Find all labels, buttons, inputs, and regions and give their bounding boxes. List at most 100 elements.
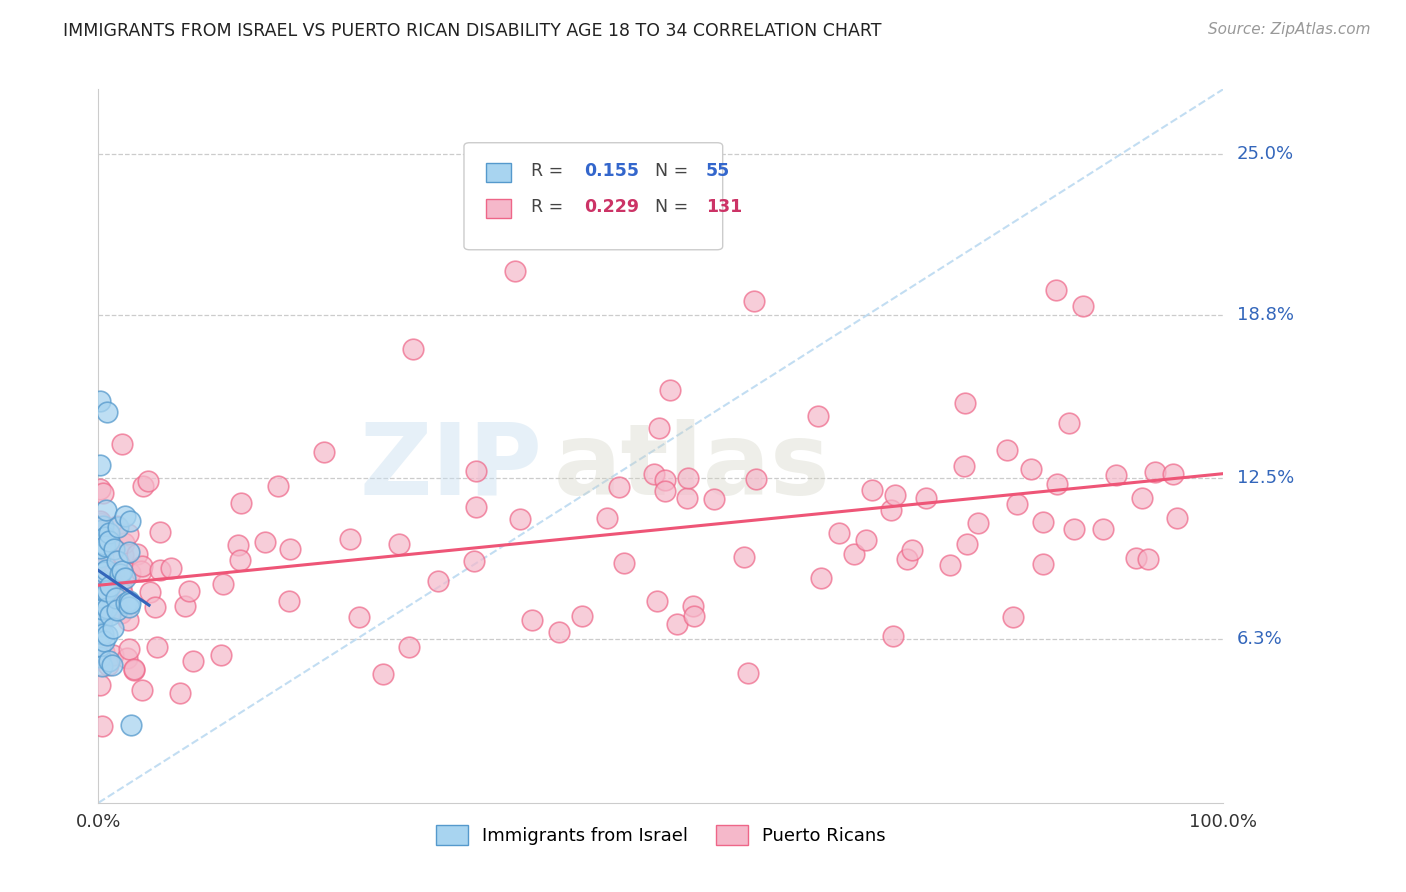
Point [97, 657, 120, 672]
Point [1046, 477, 1069, 491]
Point [108, 567, 131, 582]
Point [1137, 552, 1160, 566]
Point [93, 584, 115, 599]
Point [90, 613, 112, 627]
Point [105, 602, 128, 616]
Point [89, 458, 111, 473]
Point [1125, 551, 1147, 566]
Point [120, 566, 142, 581]
Point [807, 409, 830, 423]
Point [122, 662, 145, 676]
Point [110, 564, 132, 578]
Point [1059, 416, 1081, 430]
Point [1019, 461, 1042, 475]
Point [110, 437, 132, 451]
Point [111, 548, 134, 562]
Point [117, 613, 139, 627]
Point [118, 593, 141, 607]
Point [1005, 497, 1028, 511]
Point [398, 640, 420, 654]
Point [1032, 515, 1054, 529]
Point [744, 473, 766, 487]
Text: 18.8%: 18.8% [1237, 306, 1294, 324]
Point [146, 640, 169, 654]
Text: 0.155: 0.155 [585, 162, 640, 180]
Point [89, 550, 111, 565]
FancyBboxPatch shape [486, 163, 512, 182]
Point [901, 543, 924, 558]
Point [111, 586, 134, 600]
Point [181, 654, 204, 668]
Point [648, 421, 671, 435]
Point [96, 583, 118, 598]
Text: R =: R = [531, 198, 569, 216]
Text: N =: N = [655, 198, 695, 216]
FancyBboxPatch shape [464, 143, 723, 250]
Point [169, 686, 191, 700]
Point [1166, 511, 1188, 525]
Point [103, 566, 125, 581]
Point [149, 524, 172, 539]
Point [879, 503, 901, 517]
FancyBboxPatch shape [486, 199, 512, 218]
Point [339, 532, 361, 546]
Point [89, 524, 111, 538]
Point [96, 405, 118, 419]
Point [89, 541, 111, 556]
Point [89, 516, 111, 530]
Point [115, 651, 138, 665]
Point [118, 514, 141, 528]
Point [89, 678, 111, 692]
Point [209, 648, 232, 662]
Point [371, 667, 394, 681]
Point [97, 654, 120, 668]
Point [100, 599, 122, 614]
Point [314, 445, 336, 459]
Point [89, 574, 111, 588]
Point [810, 571, 832, 585]
Point [678, 471, 700, 485]
Point [132, 479, 155, 493]
Point [93, 634, 115, 648]
Point [676, 491, 699, 506]
Point [101, 658, 124, 673]
Point [100, 608, 122, 623]
Point [160, 561, 183, 575]
Text: Source: ZipAtlas.com: Source: ZipAtlas.com [1208, 22, 1371, 37]
Point [90, 610, 112, 624]
Point [96, 563, 118, 577]
Point [105, 591, 128, 606]
Point [882, 629, 904, 643]
Point [995, 442, 1018, 457]
Text: 25.0%: 25.0% [1237, 145, 1295, 163]
Point [98, 579, 121, 593]
Point [131, 559, 153, 574]
Point [1071, 299, 1094, 313]
Point [855, 533, 877, 548]
Point [211, 577, 233, 591]
Point [90, 591, 112, 606]
Point [956, 536, 979, 550]
Point [654, 473, 676, 487]
Point [682, 599, 704, 613]
Point [613, 556, 636, 570]
Point [1163, 467, 1185, 482]
Point [114, 597, 136, 611]
Point [682, 608, 704, 623]
Point [118, 599, 141, 614]
Point [93, 565, 115, 579]
Text: R =: R = [531, 162, 569, 180]
Point [117, 527, 139, 541]
Point [93, 645, 115, 659]
Point [104, 595, 127, 609]
Point [138, 584, 160, 599]
Point [1045, 283, 1067, 297]
Point [96, 601, 118, 615]
Point [118, 545, 141, 559]
Point [143, 600, 166, 615]
Point [91, 584, 114, 599]
Point [96, 628, 118, 642]
Point [173, 599, 195, 613]
Point [114, 509, 136, 524]
Text: ZIP: ZIP [360, 419, 543, 516]
